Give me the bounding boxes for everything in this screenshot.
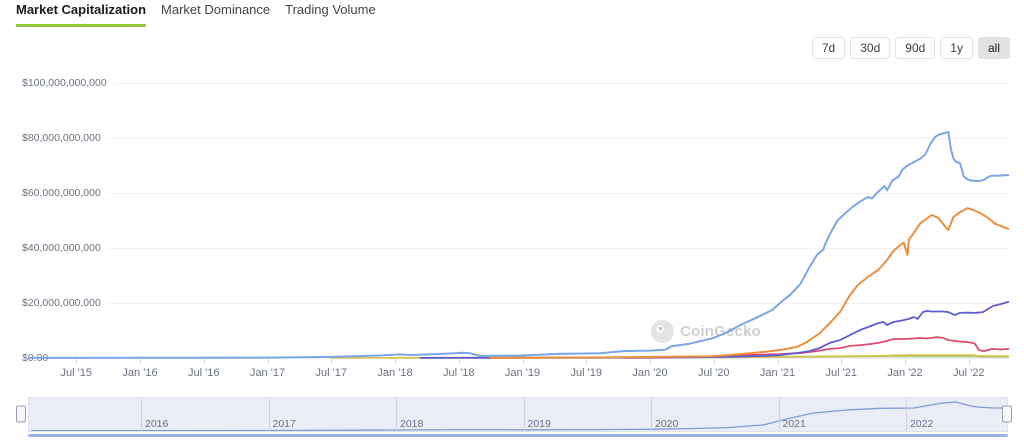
series-line-blue (29, 130, 1010, 359)
y-gridline (30, 248, 1008, 249)
navigator-year-gridline (778, 398, 780, 431)
x-axis-tick (522, 359, 524, 364)
navigator-year-label: 2018 (400, 418, 424, 430)
navigator-year-gridline (651, 398, 652, 431)
x-axis-label: Jan '22 (887, 367, 923, 379)
range-navigator[interactable]: 2016 2017 2018 2019 2020 2021 2022 (28, 397, 1008, 432)
navigator-scrollbar[interactable] (28, 434, 1008, 437)
x-axis-label: Jul '22 (953, 367, 985, 379)
navigator-series-canvas (31, 401, 1006, 431)
navigator-year-gridline (906, 398, 907, 431)
tab-trading-volume[interactable]: Trading Volume (285, 2, 376, 17)
x-axis-label: Jul '21 (825, 367, 857, 379)
x-axis-tick (140, 359, 141, 364)
coingecko-logo-icon (651, 320, 674, 343)
x-axis-label: Jan '16 (122, 367, 158, 379)
y-gridline (30, 358, 1008, 359)
x-axis-tick (76, 359, 78, 364)
x-axis-tick (331, 359, 333, 364)
range-button-1y[interactable]: 1y (940, 37, 973, 59)
y-axis-label: $40,000,000,000 (22, 242, 108, 254)
navigator-year-gridline (141, 398, 142, 431)
x-axis-tick (267, 359, 269, 364)
navigator-year-gridline (396, 398, 397, 431)
range-button-7d[interactable]: 7d (811, 37, 846, 59)
y-gridline (30, 138, 1008, 139)
x-axis-label: Jan '19 (504, 367, 541, 379)
range-button-all[interactable]: all (977, 37, 1010, 59)
x-axis-label: Jul '18 (443, 367, 475, 379)
navigator-year-label: 2021 (782, 418, 806, 430)
x-axis-label: Jan '18 (377, 367, 413, 379)
x-axis-tick (586, 359, 588, 364)
navigator-series-line (31, 401, 1006, 431)
time-range-selector: 7d 30d 90d 1y all (811, 37, 1010, 59)
navigator-year-label: 2019 (527, 418, 551, 430)
y-axis-label: $80,000,000,000 (22, 132, 108, 144)
x-axis-label: Jul '17 (315, 367, 347, 379)
x-axis-tick (458, 359, 460, 364)
x-axis-label: Jan '17 (249, 367, 286, 379)
chart-tab-bar: Market Capitalization Market Dominance T… (16, 2, 376, 27)
x-axis-tick (777, 359, 779, 364)
x-axis-tick (650, 359, 651, 364)
watermark-text: CoinGecko (680, 323, 761, 340)
x-axis-label: Jan '21 (759, 367, 796, 379)
x-axis-label: Jul '20 (698, 367, 730, 379)
tab-market-capitalization[interactable]: Market Capitalization (16, 2, 147, 27)
range-button-90d[interactable]: 90d (895, 37, 936, 59)
navigator-year-label: 2022 (910, 418, 934, 430)
navigator-year-label: 2020 (655, 418, 679, 430)
x-axis-label: Jul '16 (188, 367, 220, 379)
x-axis-label: Jan '20 (632, 367, 668, 379)
y-gridline (30, 193, 1008, 194)
y-axis-label: $20,000,000,000 (22, 297, 108, 309)
y-axis-label: $0.00 (22, 352, 56, 364)
navigator-year-label: 2017 (272, 418, 296, 430)
navigator-year-gridline (268, 398, 270, 431)
x-axis-label: Jul '19 (570, 367, 602, 379)
y-axis-label: $60,000,000,000 (22, 187, 108, 199)
navigator-left-handle[interactable] (16, 405, 26, 423)
navigator-right-handle[interactable] (1002, 405, 1012, 423)
x-axis-label: Jul '15 (60, 367, 92, 379)
x-axis-tick (841, 359, 843, 364)
navigator-year-gridline (523, 398, 525, 431)
y-gridline (30, 303, 1008, 304)
x-axis-tick (203, 359, 205, 364)
watermark: CoinGecko (651, 320, 761, 343)
x-axis-tick (395, 359, 396, 364)
x-axis-tick (713, 359, 715, 364)
y-axis-label: $100,000,000,000 (22, 77, 114, 89)
y-gridline (30, 83, 1008, 84)
navigator-year-label: 2016 (145, 418, 169, 430)
x-axis-tick (968, 359, 970, 364)
range-button-30d[interactable]: 30d (850, 37, 891, 59)
tab-market-dominance[interactable]: Market Dominance (161, 2, 271, 17)
x-axis-tick (905, 359, 906, 364)
